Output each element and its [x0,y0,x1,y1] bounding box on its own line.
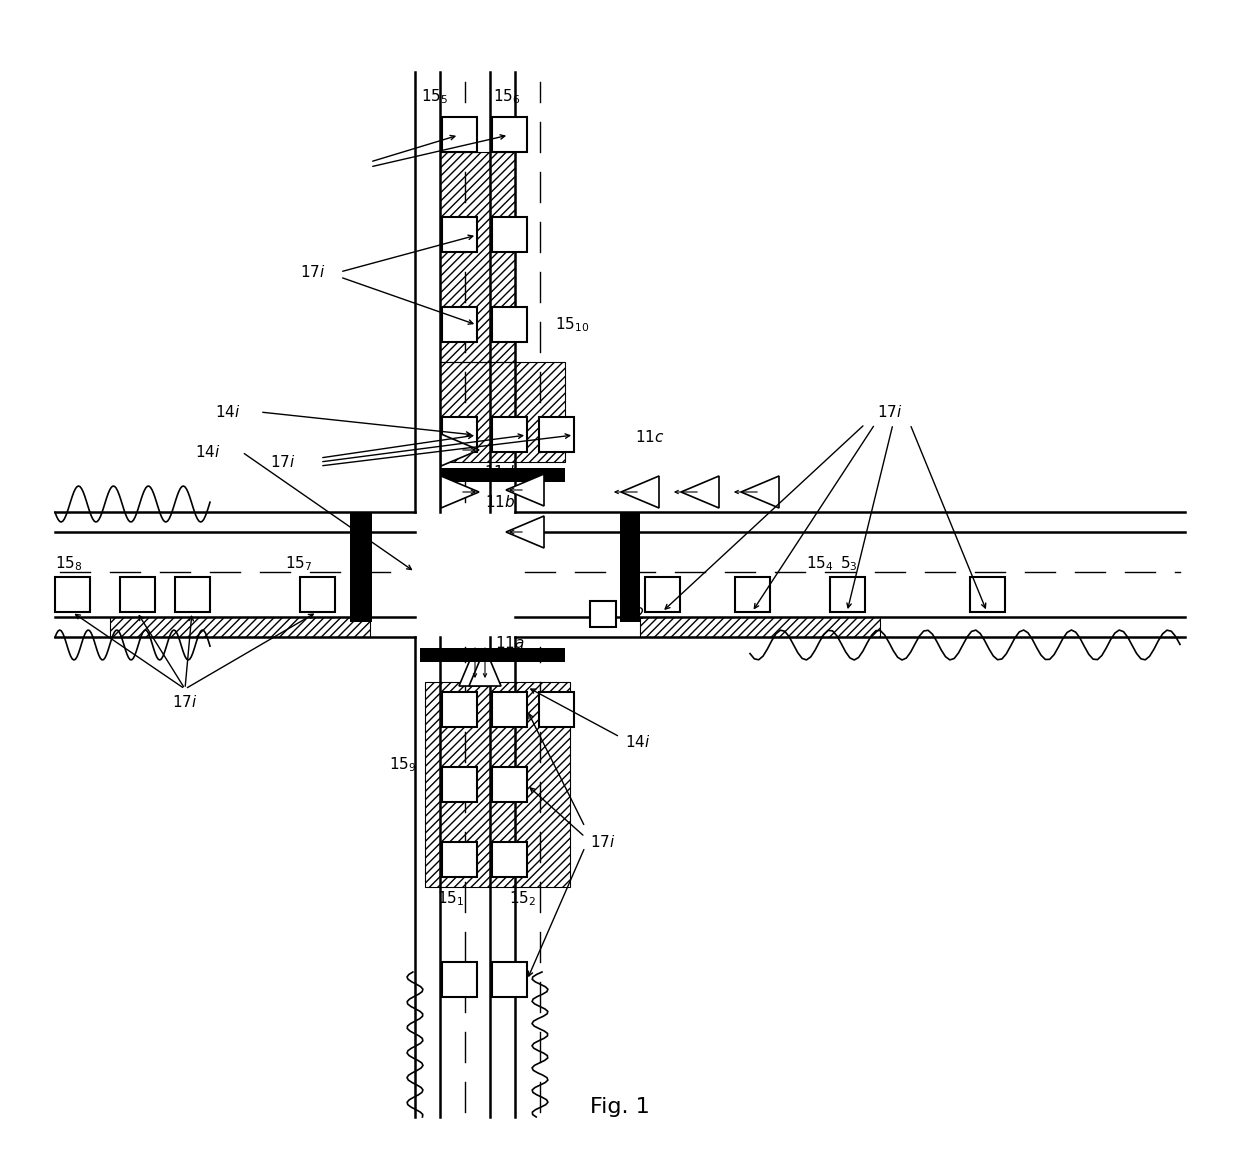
Bar [645,577,680,612]
Bar [350,512,372,622]
Bar [830,577,866,612]
Text: $11d$: $11d$ [484,464,515,481]
Bar [440,468,565,482]
Text: $15_4$: $15_4$ [806,554,833,573]
Polygon shape [506,516,544,548]
Bar [492,417,527,452]
Text: $17i$: $17i$ [172,694,198,710]
Text: $11c$: $11c$ [635,429,665,445]
Text: $17i$: $17i$ [300,264,326,280]
Bar [539,691,574,727]
Text: $17i$: $17i$ [590,834,615,850]
Bar [441,117,477,152]
Text: $17i$: $17i$ [877,404,903,420]
Text: $14i$: $14i$ [195,444,221,459]
Text: $12$: $12$ [625,606,645,622]
Bar [120,577,155,612]
Text: $14i$: $14i$ [215,404,241,420]
Text: $15_5$: $15_5$ [422,88,449,107]
Bar [492,691,527,727]
Text: $15_7$: $15_7$ [285,554,312,573]
Polygon shape [459,648,491,686]
Polygon shape [681,476,719,507]
Bar [175,577,210,612]
Bar [735,577,770,612]
Bar [441,841,477,877]
Bar [492,766,527,802]
Bar [492,307,527,342]
Bar [441,766,477,802]
Bar [492,117,527,152]
Bar [970,577,1004,612]
Bar [441,307,477,342]
Bar [620,512,640,622]
Bar [55,577,91,612]
Bar [539,417,574,452]
Text: Fig. 1: Fig. 1 [590,1097,650,1117]
Bar [441,217,477,252]
Bar [441,417,477,452]
Bar [441,962,477,997]
Bar [441,691,477,727]
Polygon shape [469,648,501,686]
Polygon shape [506,473,544,506]
Polygon shape [621,476,658,507]
Bar [420,648,565,662]
Bar [300,577,335,612]
Text: $17i$: $17i$ [270,454,295,470]
Bar [492,841,527,877]
Polygon shape [742,476,779,507]
Polygon shape [441,476,479,507]
Bar [492,217,527,252]
Bar [590,601,616,627]
Polygon shape [441,434,479,466]
Text: $15_2$: $15_2$ [508,890,536,908]
Text: $11b$: $11b$ [485,495,515,510]
Bar [492,962,527,997]
Text: $14i$: $14i$ [625,734,651,750]
Text: $15_6$: $15_6$ [494,88,521,107]
Text: $5_3$: $5_3$ [839,554,858,573]
Text: $11a$: $11a$ [495,635,525,650]
Text: $15_9$: $15_9$ [389,756,417,775]
Text: $15_8$: $15_8$ [55,554,83,573]
Text: $15_{10}$: $15_{10}$ [556,315,589,334]
Text: $15_1$: $15_1$ [436,890,464,908]
